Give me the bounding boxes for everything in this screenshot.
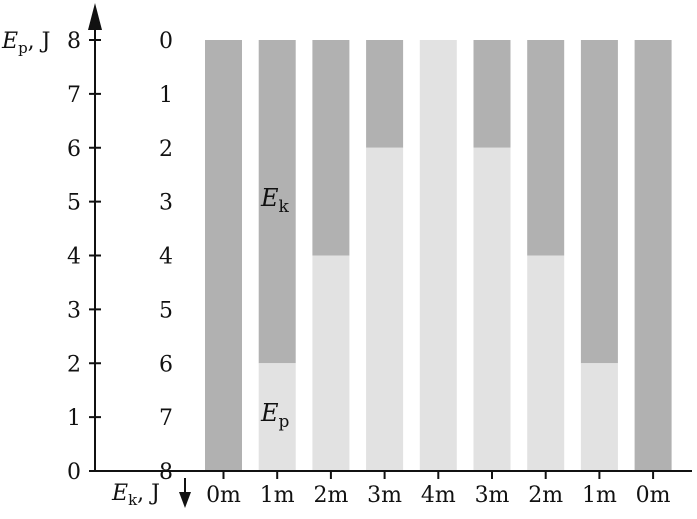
bars-group [205,40,672,471]
left-tick-label-1: 1 [67,406,81,431]
bar-ek-0 [205,40,242,471]
inner-tick-label-0: 0 [159,29,173,54]
series-label-ep: Ep [260,399,290,432]
x-axis-title: Ek, J [111,481,160,509]
inner-tick-label-2: 2 [159,137,173,162]
x-tick-label-2: 2m [313,483,348,508]
bar-ep-2 [312,255,350,471]
inner-axis-ticks: 0 1 2 3 4 5 6 7 8 [159,29,173,485]
x-tick-label-7: 1m [582,483,617,508]
bar-ep-3 [366,147,404,471]
inner-tick-label-7: 7 [159,406,173,431]
left-tick-label-5: 5 [67,191,81,216]
bar-ek-3 [366,40,404,148]
x-tick-label-6: 2m [528,483,563,508]
y-axis-arrowhead [88,3,102,30]
x-tick-label-8: 0m [636,483,671,508]
bar-ek-7 [580,40,618,364]
bar-ek-8 [634,40,672,471]
inner-tick-label-8: 8 [159,460,173,485]
left-axis-ticks: 0 1 2 3 4 5 6 7 8 [67,29,101,485]
left-tick-label-8: 8 [67,29,81,54]
inner-tick-label-3: 3 [159,191,173,216]
x-tick-label-3: 3m [367,483,402,508]
bar-ep-6 [527,255,565,471]
bar-ek-2 [312,40,350,256]
bar-ep-4 [419,40,457,471]
y-axis-title: Ep, J [1,29,50,57]
inner-tick-label-4: 4 [159,245,173,270]
inner-tick-label-6: 6 [159,352,173,377]
left-tick-label-4: 4 [67,245,81,270]
down-arrow-head [179,492,191,508]
left-tick-label-0: 0 [67,460,81,485]
x-axis-ticks: 0m 1m 2m 3m 4m 3m 2m 1m 0m [206,471,671,508]
left-tick-label-3: 3 [67,298,81,323]
inner-tick-label-1: 1 [159,83,173,108]
bar-ek-6 [527,40,565,256]
bar-ek-5 [473,40,511,148]
x-tick-label-4: 4m [421,483,456,508]
bar-ek-1 [258,40,296,364]
bar-ep-7 [580,363,618,471]
bar-ep-5 [473,147,511,471]
series-label-ek: Ek [260,184,290,217]
left-tick-label-7: 7 [67,83,81,108]
x-tick-label-5: 3m [475,483,510,508]
x-tick-label-1: 1m [260,483,295,508]
x-tick-label-0: 0m [206,483,241,508]
left-tick-label-6: 6 [67,137,81,162]
inner-tick-label-5: 5 [159,298,173,323]
bar-ep-1 [258,363,296,471]
left-tick-label-2: 2 [67,352,81,377]
